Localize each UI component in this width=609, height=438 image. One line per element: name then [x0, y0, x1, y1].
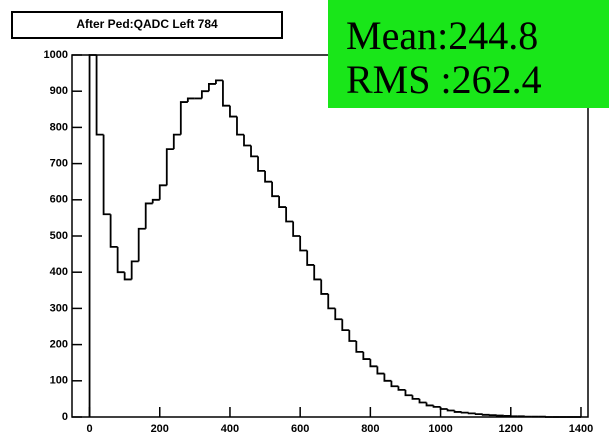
histogram-bin: [327, 293, 336, 310]
x-tick-label: 600: [291, 423, 309, 435]
histogram-bin: [116, 246, 125, 274]
y-tick-label: 1000: [44, 49, 68, 61]
histogram-bin: [390, 380, 399, 388]
chart-title: After Ped:QADC Left 784: [76, 17, 218, 31]
histogram-bin: [285, 207, 294, 223]
histogram-bin: [348, 330, 357, 342]
histogram-bin: [186, 97, 195, 103]
stat-rms: RMS :262.4: [346, 57, 542, 102]
y-tick-label: 400: [50, 266, 68, 278]
x-tick-label: 800: [361, 423, 379, 435]
histogram-bin: [425, 402, 434, 407]
histogram-bin: [460, 411, 469, 414]
histogram-bin: [299, 236, 308, 252]
y-tick-label: 500: [50, 230, 68, 242]
histogram-bin: [172, 133, 181, 150]
histogram-bin: [144, 202, 153, 229]
histogram-bin: [411, 395, 420, 400]
histogram-bin: [418, 398, 427, 404]
histogram-bin: [158, 184, 167, 200]
x-tick-label: 0: [86, 423, 92, 435]
x-tick-label: 1000: [428, 423, 452, 435]
histogram-bin: [467, 412, 476, 415]
x-tick-label: 400: [221, 423, 239, 435]
y-tick-label: 900: [50, 85, 68, 97]
histogram-bin: [432, 405, 441, 408]
histogram-bin: [271, 181, 280, 198]
histogram-bin: [243, 134, 252, 147]
histogram-bin: [481, 413, 490, 416]
y-tick-label: 200: [50, 339, 68, 351]
histogram-bin: [474, 413, 483, 416]
histogram-bin: [95, 55, 104, 136]
histogram-bin: [222, 80, 230, 107]
histogram-bin: [200, 90, 209, 99]
histogram-bin: [446, 409, 455, 412]
histogram-bin: [306, 250, 315, 266]
y-tick-label: 300: [50, 302, 68, 314]
histogram-bin: [355, 340, 364, 353]
histogram-bin: [151, 198, 160, 204]
histogram-bin: [341, 319, 350, 332]
x-tick-label: 1400: [569, 423, 593, 435]
x-tick-label: 200: [151, 423, 169, 435]
histogram: [88, 54, 581, 418]
y-tick-label: 100: [50, 375, 68, 387]
stats-box: [328, 0, 609, 108]
histogram-bin: [334, 308, 343, 321]
histogram-bin: [362, 351, 371, 360]
histogram-bin: [236, 116, 244, 136]
plot-frame: [71, 54, 589, 418]
histogram-bin: [179, 101, 188, 135]
title-box: [11, 11, 283, 39]
histogram-bin: [320, 279, 329, 295]
histogram-bin: [88, 54, 97, 417]
histogram-bin: [369, 359, 378, 368]
histogram-bin: [250, 145, 259, 158]
histogram-bin: [397, 386, 406, 391]
histogram-bin: [207, 83, 216, 92]
histogram-bin: [404, 389, 413, 397]
histogram-bin: [453, 410, 462, 413]
histogram-bin: [278, 196, 287, 208]
x-tick-label: 1200: [499, 423, 523, 435]
histogram-bin: [102, 134, 111, 216]
histogram-bin: [264, 170, 273, 183]
histogram-bin: [383, 373, 392, 382]
histogram-bin: [376, 366, 385, 375]
stat-mean: Mean:244.8: [346, 13, 538, 58]
y-tick-label: 600: [50, 194, 68, 206]
histogram-bin: [123, 272, 132, 281]
histogram-bin: [130, 260, 139, 280]
histogram-bin: [229, 105, 237, 118]
histogram-bin: [109, 214, 118, 248]
histogram-bin: [165, 148, 174, 186]
histogram-bin: [313, 264, 322, 281]
histogram-bin: [292, 221, 301, 237]
histogram-bin: [137, 227, 146, 262]
histogram-bin: [257, 156, 266, 172]
y-tick-label: 0: [62, 411, 68, 423]
y-tick-label: 700: [50, 158, 68, 170]
y-tick-label: 800: [50, 121, 68, 133]
histogram-bin: [215, 79, 223, 84]
